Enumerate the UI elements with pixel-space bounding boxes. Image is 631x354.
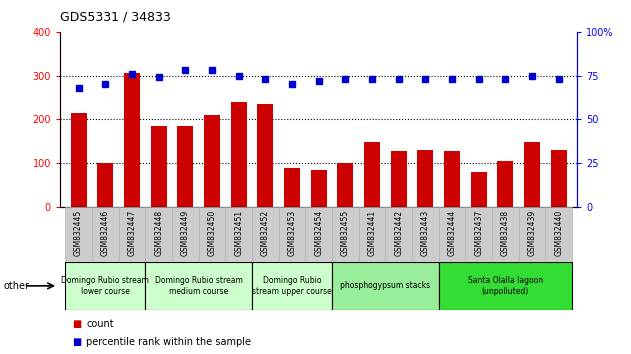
Bar (417, 150, 433, 207)
Bar (439, 207, 465, 262)
Text: GSM832442: GSM832442 (394, 210, 403, 256)
Bar (119, 207, 145, 262)
Text: GSM832451: GSM832451 (234, 210, 243, 256)
Bar (545, 207, 572, 262)
Bar (279, 207, 305, 262)
Text: count: count (86, 319, 114, 329)
Bar (471, 172, 487, 207)
Text: GSM832450: GSM832450 (208, 210, 216, 256)
Text: percentile rank within the sample: percentile rank within the sample (86, 337, 251, 347)
Bar (305, 207, 332, 262)
Bar (386, 207, 412, 262)
Bar (310, 170, 327, 207)
Bar (124, 74, 140, 207)
Text: GSM832445: GSM832445 (74, 210, 83, 256)
Text: Domingo Rubio stream
medium course: Domingo Rubio stream medium course (155, 276, 242, 296)
Bar (439, 262, 572, 310)
Bar (172, 207, 199, 262)
Bar (145, 262, 252, 310)
Bar (444, 152, 460, 207)
Text: GSM832438: GSM832438 (501, 210, 510, 256)
Text: GSM832437: GSM832437 (474, 210, 483, 256)
Bar (65, 262, 145, 310)
Bar (257, 104, 273, 207)
Bar (391, 152, 406, 207)
Text: Domingo Rubio stream
lower course: Domingo Rubio stream lower course (61, 276, 149, 296)
Text: Santa Olalla lagoon
(unpolluted): Santa Olalla lagoon (unpolluted) (468, 276, 543, 296)
Bar (65, 207, 92, 262)
Text: GSM832439: GSM832439 (528, 210, 536, 256)
Bar (145, 207, 172, 262)
Bar (151, 126, 167, 207)
Bar (231, 102, 247, 207)
Bar (204, 115, 220, 207)
Text: GSM832444: GSM832444 (447, 210, 456, 256)
Bar (284, 168, 300, 207)
Bar (199, 207, 225, 262)
Bar (332, 207, 358, 262)
Text: GSM832443: GSM832443 (421, 210, 430, 256)
Text: ■: ■ (73, 337, 82, 347)
Text: GSM832446: GSM832446 (101, 210, 110, 256)
Bar (252, 262, 332, 310)
Bar (412, 207, 439, 262)
Bar (497, 161, 514, 207)
Bar (252, 207, 279, 262)
Bar (71, 113, 86, 207)
Text: Domingo Rubio
stream upper course: Domingo Rubio stream upper course (252, 276, 332, 296)
Bar (519, 207, 545, 262)
Text: GSM832454: GSM832454 (314, 210, 323, 256)
Text: GSM832447: GSM832447 (127, 210, 136, 256)
Text: GSM832453: GSM832453 (288, 210, 297, 256)
Bar (364, 142, 380, 207)
Text: GSM832449: GSM832449 (181, 210, 190, 256)
Bar (465, 207, 492, 262)
Bar (92, 207, 119, 262)
Text: GSM832455: GSM832455 (341, 210, 350, 256)
Text: GSM832448: GSM832448 (154, 210, 163, 256)
Bar (97, 163, 114, 207)
Bar (524, 142, 540, 207)
Bar (551, 150, 567, 207)
Text: other: other (3, 281, 29, 291)
Bar (332, 262, 439, 310)
Bar (338, 163, 353, 207)
Text: ■: ■ (73, 319, 82, 329)
Bar (225, 207, 252, 262)
Bar (358, 207, 386, 262)
Text: GSM832452: GSM832452 (261, 210, 270, 256)
Text: GSM832441: GSM832441 (367, 210, 377, 256)
Text: GSM832440: GSM832440 (554, 210, 563, 256)
Bar (177, 126, 193, 207)
Text: phosphogypsum stacks: phosphogypsum stacks (340, 281, 430, 290)
Bar (492, 207, 519, 262)
Text: GDS5331 / 34833: GDS5331 / 34833 (60, 11, 171, 24)
